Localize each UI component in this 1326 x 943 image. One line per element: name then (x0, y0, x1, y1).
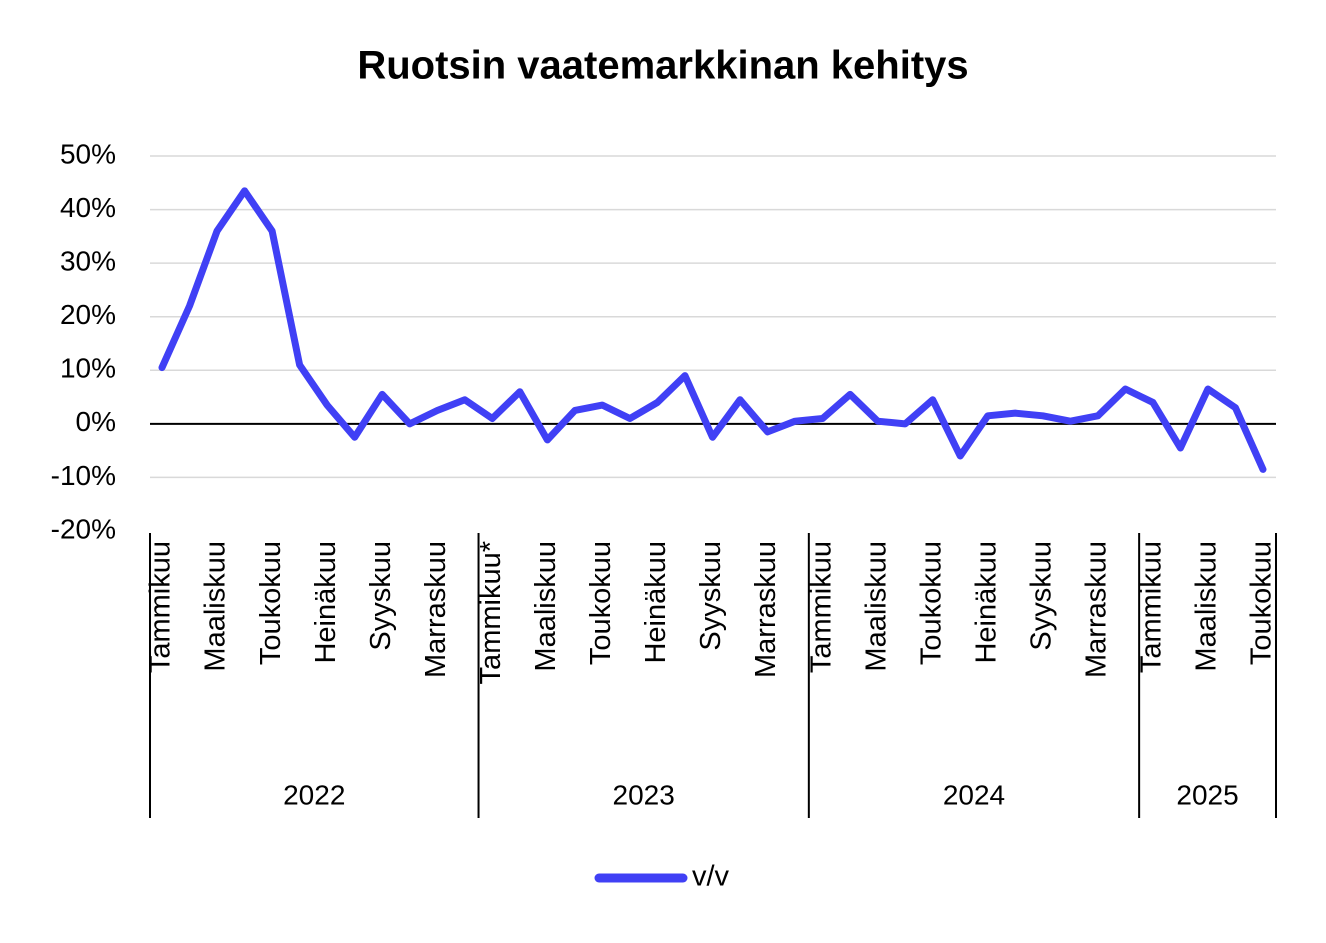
legend-label: v/v (692, 861, 730, 893)
chart-title: Ruotsin vaatemarkkinan kehitys (357, 44, 968, 88)
group-label: 2025 (1176, 779, 1238, 810)
y-tick-label: 50% (60, 138, 116, 169)
line (158, 187, 1267, 473)
x-tick-label: Maaliskuu (200, 541, 232, 672)
y-tick-label: 20% (60, 299, 116, 330)
x-tick-label: Heinäkuu (310, 541, 342, 664)
x-tick-label: Toukokuu (255, 541, 287, 665)
group-label: 2023 (613, 779, 675, 810)
x-tick-label: Heinäkuu (640, 541, 672, 664)
x-tick-label: Marraskuu (1081, 541, 1113, 678)
x-tick-label: Marraskuu (750, 541, 782, 678)
x-tick-label: Maaliskuu (860, 541, 892, 672)
x-tick-label: Toukokuu (585, 541, 617, 665)
x-tick-label: Syyskuu (365, 541, 397, 651)
x-tick-label: Syyskuu (1025, 541, 1057, 651)
x-tick-label: Heinäkuu (970, 541, 1002, 664)
x-tick-label: Tammikuu (1136, 541, 1168, 673)
x-tick-label: Tammikuu (805, 541, 837, 673)
x-tick-label: Marraskuu (420, 541, 452, 678)
x-tick-label: Syyskuu (695, 541, 727, 651)
y-tick-label: -10% (51, 460, 116, 491)
y-tick-label: -20% (51, 513, 116, 544)
y-tick-label: 40% (60, 192, 116, 223)
y-tick-label: 10% (60, 353, 116, 384)
group-label: 2024 (943, 779, 1005, 810)
group-label: 2022 (283, 779, 345, 810)
x-tick-label: Toukokuu (915, 541, 947, 665)
x-tick-label: Maaliskuu (1191, 541, 1223, 672)
x-tick-label: Toukokuu (1246, 541, 1278, 665)
y-tick-label: 30% (60, 246, 116, 277)
x-tick-label: Tammikuu* (475, 541, 507, 684)
y-tick-label: 0% (76, 406, 116, 437)
x-tick-label: Maaliskuu (530, 541, 562, 672)
